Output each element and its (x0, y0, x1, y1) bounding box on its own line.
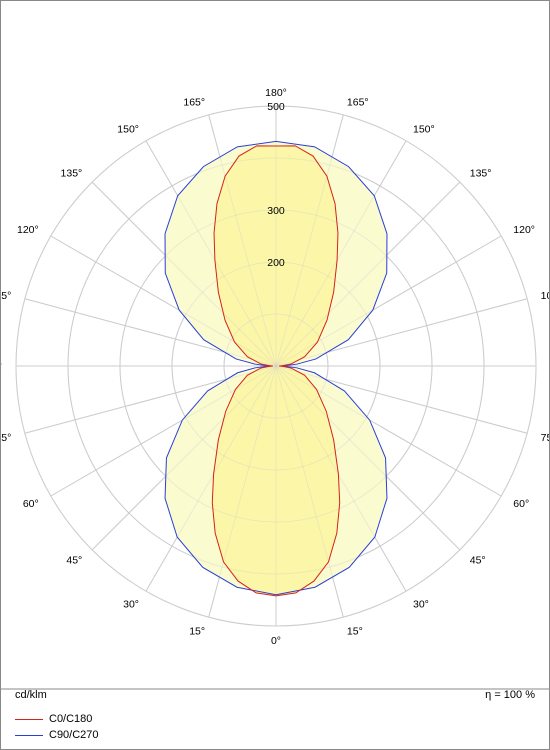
svg-text:180°: 180° (265, 87, 287, 99)
units-label: cd/klm (15, 689, 47, 701)
legend-item: C90/C270 (15, 729, 99, 741)
svg-text:300: 300 (267, 205, 285, 217)
bottom-bar: cd/klm η = 100 % (1, 689, 549, 701)
polar-chart-container: 200 300 500 0° 15° 15° 30° 30° 45° 45° 60° 60° 75° 75… (0, 0, 550, 750)
svg-text:60°: 60° (23, 498, 39, 510)
legend-label: C0/C180 (49, 713, 92, 725)
svg-text:120°: 120° (513, 224, 535, 236)
svg-text:30°: 30° (413, 598, 429, 610)
svg-text:105°: 105° (541, 290, 549, 302)
svg-text:135°: 135° (61, 167, 83, 179)
svg-text:165°: 165° (347, 96, 369, 108)
svg-text:150°: 150° (413, 124, 435, 136)
legend-swatch-icon (15, 735, 43, 736)
svg-text:150°: 150° (117, 124, 139, 136)
svg-text:500: 500 (267, 101, 285, 113)
svg-text:30°: 30° (123, 598, 139, 610)
svg-text:135°: 135° (470, 167, 492, 179)
svg-text:200: 200 (267, 257, 285, 269)
legend: C0/C180 C90/C270 (15, 709, 99, 741)
svg-text:15°: 15° (347, 626, 363, 638)
polar-chart: 200 300 500 0° 15° 15° 30° 30° 45° 45° 60° 60° 75° 75… (1, 1, 549, 691)
svg-text:90°: 90° (1, 361, 2, 373)
svg-text:60°: 60° (513, 498, 529, 510)
svg-text:165°: 165° (183, 96, 205, 108)
legend-label: C90/C270 (49, 729, 99, 741)
svg-text:45°: 45° (470, 555, 486, 567)
svg-text:105°: 105° (1, 290, 11, 302)
svg-text:15°: 15° (189, 626, 205, 638)
efficiency-label: η = 100 % (485, 689, 535, 701)
svg-text:0°: 0° (271, 635, 281, 647)
legend-item: C0/C180 (15, 713, 99, 725)
svg-text:75°: 75° (1, 432, 11, 444)
legend-swatch-icon (15, 719, 43, 720)
svg-text:75°: 75° (541, 432, 549, 444)
svg-text:120°: 120° (17, 224, 39, 236)
svg-text:45°: 45° (66, 555, 82, 567)
